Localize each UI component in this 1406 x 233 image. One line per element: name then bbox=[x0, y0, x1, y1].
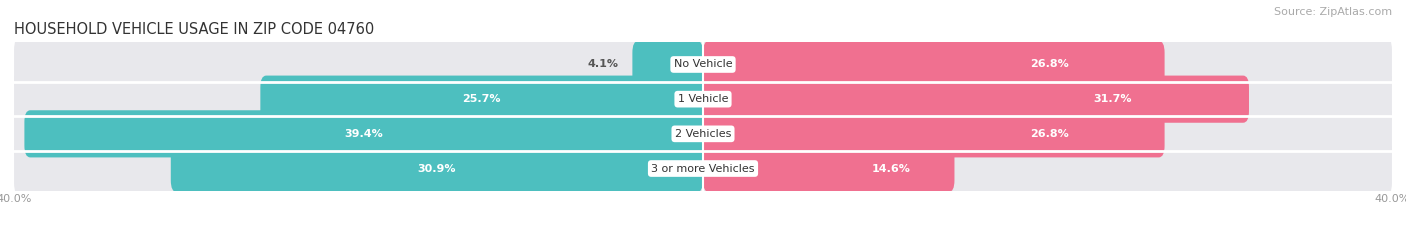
Text: HOUSEHOLD VEHICLE USAGE IN ZIP CODE 04760: HOUSEHOLD VEHICLE USAGE IN ZIP CODE 0476… bbox=[14, 22, 374, 37]
FancyBboxPatch shape bbox=[24, 110, 703, 158]
FancyBboxPatch shape bbox=[14, 140, 1392, 197]
FancyBboxPatch shape bbox=[703, 41, 1164, 88]
Text: 14.6%: 14.6% bbox=[872, 164, 911, 174]
FancyBboxPatch shape bbox=[14, 36, 1392, 93]
FancyBboxPatch shape bbox=[703, 145, 955, 192]
FancyBboxPatch shape bbox=[260, 75, 703, 123]
Text: 31.7%: 31.7% bbox=[1094, 94, 1132, 104]
Text: 25.7%: 25.7% bbox=[463, 94, 501, 104]
Text: 26.8%: 26.8% bbox=[1029, 59, 1069, 69]
Text: 4.1%: 4.1% bbox=[588, 59, 619, 69]
FancyBboxPatch shape bbox=[633, 41, 703, 88]
Text: 30.9%: 30.9% bbox=[418, 164, 456, 174]
FancyBboxPatch shape bbox=[14, 105, 1392, 162]
Text: 2 Vehicles: 2 Vehicles bbox=[675, 129, 731, 139]
Text: Source: ZipAtlas.com: Source: ZipAtlas.com bbox=[1274, 7, 1392, 17]
FancyBboxPatch shape bbox=[703, 75, 1249, 123]
FancyBboxPatch shape bbox=[703, 110, 1164, 158]
Text: 3 or more Vehicles: 3 or more Vehicles bbox=[651, 164, 755, 174]
FancyBboxPatch shape bbox=[170, 145, 703, 192]
FancyBboxPatch shape bbox=[14, 71, 1392, 128]
Text: 26.8%: 26.8% bbox=[1029, 129, 1069, 139]
Text: No Vehicle: No Vehicle bbox=[673, 59, 733, 69]
Text: 1 Vehicle: 1 Vehicle bbox=[678, 94, 728, 104]
Text: 39.4%: 39.4% bbox=[344, 129, 382, 139]
